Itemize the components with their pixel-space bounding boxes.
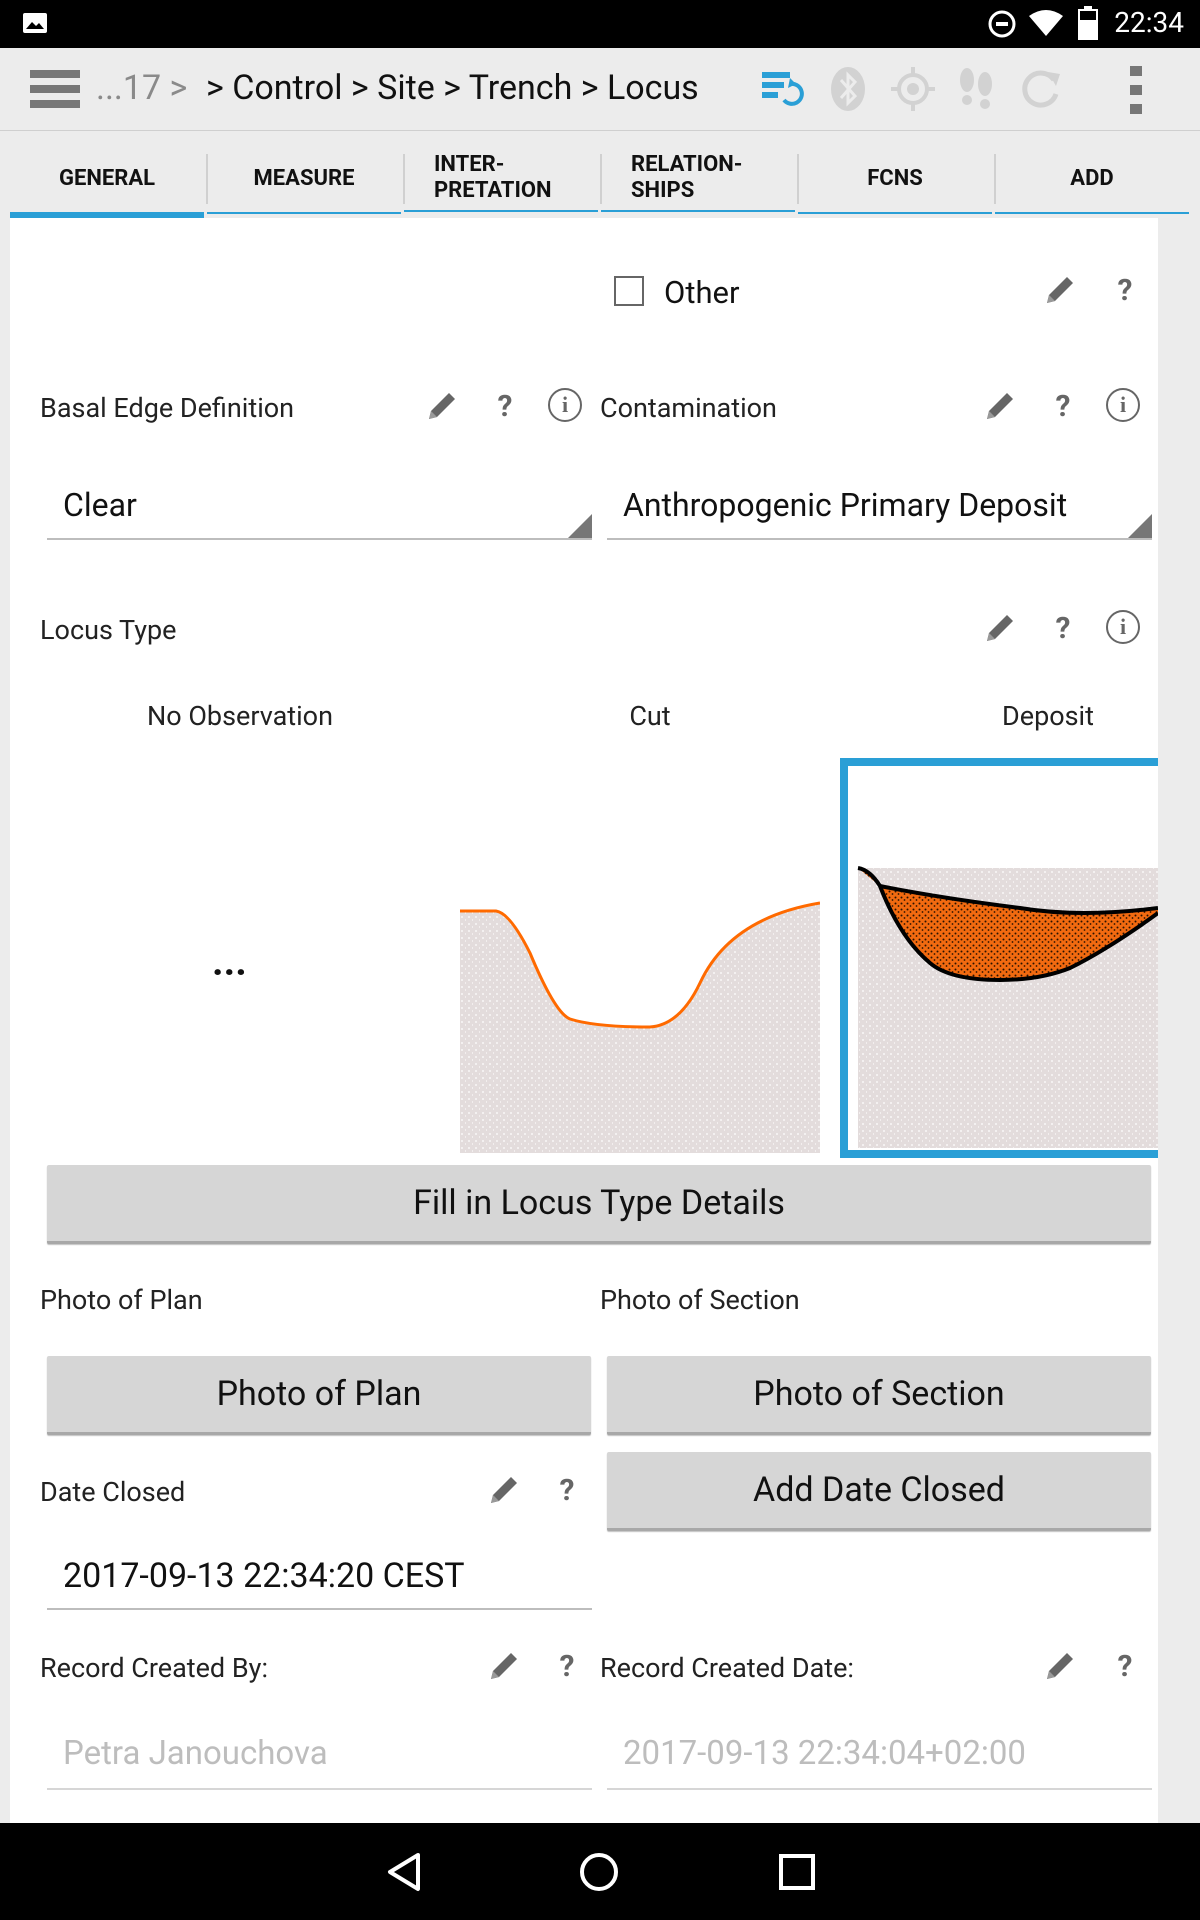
tab-general[interactable]: GENERAL [10,146,204,218]
help-icon[interactable]: ? [1117,272,1133,308]
tab-relationships-label: RELATION- SHIPS [631,152,743,203]
tab-measure[interactable]: MEASURE [207,146,401,214]
field-underline [47,1788,592,1790]
tab-divider [403,154,405,204]
option-cut[interactable] [460,873,821,1153]
pencil-icon[interactable] [1040,270,1080,310]
date-closed-field[interactable]: 2017-09-13 22:34:20 CEST [47,1556,595,1610]
record-created-by-label: Record Created By: [40,1652,268,1684]
photo-section-button[interactable]: Photo of Section [607,1356,1151,1435]
tab-measure-label: MEASURE [253,166,355,191]
option-no-observation[interactable]: ... [40,758,440,1158]
menu-icon[interactable] [30,68,84,110]
breadcrumb[interactable]: > Control > Site > Trench > Locus [206,68,699,108]
gps-icon[interactable] [890,66,936,112]
tab-divider [797,154,799,204]
pencil-icon[interactable] [422,386,462,426]
basal-edge-value: Clear [63,486,137,524]
spinner-underline [607,538,1152,540]
form-content: Other ? Basal Edge Definition ? i Contam… [10,218,1158,1823]
tab-fcns-label: FCNS [867,166,923,191]
contamination-value: Anthropogenic Primary Deposit [623,486,1068,524]
record-created-date-label: Record Created Date: [600,1652,854,1684]
tab-bar: GENERAL MEASURE INTER- PRETATION RELATIO… [10,146,1190,218]
date-closed-value: 2017-09-13 22:34:20 CEST [63,1556,465,1596]
photo-plan-label: Photo of Plan [40,1284,203,1316]
no-observation-glyph: ... [212,938,247,985]
tab-interpretation-label: INTER- PRETATION [434,152,552,203]
spinner-underline [47,538,592,540]
tab-general-label: GENERAL [58,166,156,191]
help-icon[interactable]: ? [1055,610,1071,646]
toolbar: ...17 > > Control > Site > Trench > Locu… [0,48,1200,131]
overflow-icon[interactable] [1126,64,1146,116]
status-bar: 22:34 [0,0,1200,48]
pencil-icon[interactable] [980,386,1020,426]
home-icon[interactable] [578,1851,620,1893]
record-created-by-field[interactable]: Petra Janouchova [47,1734,595,1790]
tab-divider [206,154,208,204]
pencil-icon[interactable] [1040,1646,1080,1686]
back-icon[interactable] [384,1851,424,1893]
tab-add[interactable]: ADD [995,146,1189,214]
record-created-date-value: 2017-09-13 22:34:04+02:00 [623,1734,1026,1773]
bluetooth-icon[interactable] [828,66,868,112]
info-icon[interactable]: i [1106,388,1140,422]
option-no-observation-label: No Observation [146,700,333,732]
footsteps-icon[interactable] [956,66,996,112]
info-icon[interactable]: i [1106,610,1140,644]
pencil-icon[interactable] [484,1646,524,1686]
navigation-bar [0,1823,1200,1920]
photo-section-label: Photo of Section [600,1284,800,1316]
fill-locus-type-details-button[interactable]: Fill in Locus Type Details [47,1165,1151,1244]
pencil-icon[interactable] [980,608,1020,648]
field-underline [47,1608,592,1610]
tab-fcns[interactable]: FCNS [798,146,992,214]
pencil-icon[interactable] [484,1470,524,1510]
other-checkbox[interactable] [614,276,644,306]
tab-relationships[interactable]: RELATION- SHIPS [601,146,795,212]
cut-illustration [460,901,821,1153]
basal-edge-spinner[interactable]: Clear [47,486,603,540]
dnd-icon [988,10,1016,38]
deposit-illustration [857,866,1158,1148]
help-icon[interactable]: ? [559,1472,575,1508]
add-date-closed-button[interactable]: Add Date Closed [607,1452,1151,1531]
help-icon[interactable]: ? [1055,388,1071,424]
wifi-icon [1029,10,1063,36]
help-icon[interactable]: ? [559,1648,575,1684]
recents-icon[interactable] [776,1851,818,1893]
locus-type-label: Locus Type [40,614,177,646]
tab-divider [600,154,602,204]
chevron-down-icon [1128,514,1152,538]
tab-divider [994,154,996,204]
help-icon[interactable]: ? [1117,1648,1133,1684]
tab-add-label: ADD [1070,166,1114,191]
tab-interpretation[interactable]: INTER- PRETATION [404,146,598,212]
breadcrumb-prefix[interactable]: ...17 > [96,68,188,108]
contamination-label: Contamination [600,392,777,424]
other-label: Other [664,274,740,311]
contamination-spinner[interactable]: Anthropogenic Primary Deposit [607,486,1163,540]
clock: 22:34 [1114,6,1184,39]
option-cut-label: Cut [629,700,671,732]
record-created-date-field[interactable]: 2017-09-13 22:34:04+02:00 [607,1734,1155,1790]
basal-edge-label: Basal Edge Definition [40,392,295,424]
photo-plan-button[interactable]: Photo of Plan [47,1356,591,1435]
info-icon[interactable]: i [548,388,582,422]
help-icon[interactable]: ? [497,388,513,424]
image-icon [23,13,47,33]
option-deposit-label: Deposit [1002,700,1094,732]
field-underline [607,1788,1152,1790]
refresh-icon[interactable] [1018,66,1064,112]
chevron-down-icon [568,514,592,538]
date-closed-label: Date Closed [40,1476,186,1508]
option-deposit[interactable] [840,758,1158,1158]
battery-icon [1078,6,1098,40]
record-created-by-value: Petra Janouchova [63,1734,328,1773]
sync-icon[interactable] [760,68,804,110]
